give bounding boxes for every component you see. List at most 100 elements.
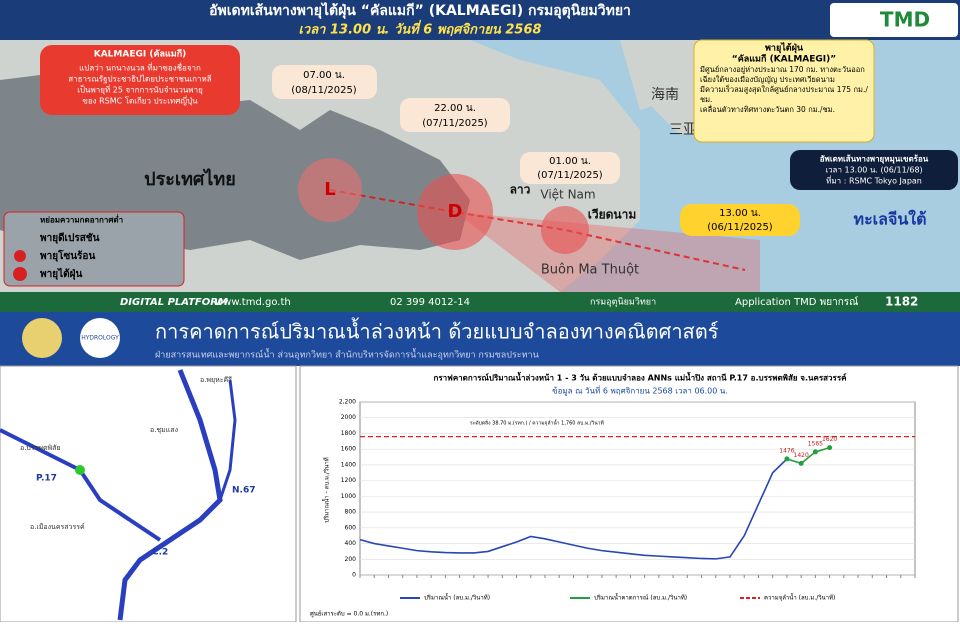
track-label-box: [680, 204, 800, 236]
bullet: เคลื่อนตัวทางทิศทางตะวันตก 30 กม./ชม.: [700, 105, 836, 114]
track-date: (07/11/2025): [422, 118, 488, 129]
legend-label: ความจุลำน้ำ (ลบ.ม./วินาที): [764, 592, 835, 602]
track-label-box: [520, 152, 620, 184]
series-line: [359, 458, 788, 560]
y-label: ปริมาณน้ำ - ลบ.ม./วินาที: [321, 457, 331, 522]
title-bar: [0, 0, 960, 40]
data-label: 1565: [808, 440, 823, 447]
bullet: มีศูนย์กลางอยู่ห่างประมาณ 170 กม. ทางตะว…: [700, 65, 865, 84]
footer-bar: [0, 292, 960, 312]
legend-item: พายุโซนร้อน: [40, 249, 95, 262]
track-time: 13.00 น.: [719, 208, 761, 219]
station-label: N.67: [232, 486, 255, 496]
place-label: อ.พยุหะคีรี: [200, 376, 232, 384]
place: 海南: [651, 87, 679, 103]
source-title: อัพเดทเส้นทางพายุหมุนเขตร้อน: [820, 154, 929, 165]
info-title: พายุไต้ฝุ่น: [765, 42, 804, 54]
y-tick-label: 800: [345, 509, 357, 516]
data-label: 1420: [794, 452, 809, 459]
y-tick-label: 2,200: [339, 399, 356, 406]
source-time: เวลา 13.00 น. (06/11/68): [825, 166, 922, 175]
track-label-box: [400, 98, 510, 132]
forecast-point: [812, 449, 818, 455]
track-time: 07.00 น.: [303, 70, 345, 81]
y-tick-label: 0: [352, 572, 356, 579]
chart-subtitle: ข้อมูล ณ วันที่ 6 พฤศจิกายน 2568 เวลา 06…: [552, 385, 728, 397]
symbol-D: D: [448, 201, 463, 222]
place: Việt Nam: [540, 188, 595, 202]
chart-title: กราฟคาดการณ์ปริมาณน้ำล่วงหน้า 1 - 3 วัน …: [434, 372, 847, 383]
footer-item: DIGITAL PLATFORM: [120, 297, 228, 308]
y-tick-label: 1800: [341, 430, 356, 437]
y-tick-label: 600: [345, 524, 357, 531]
forecast-point: [827, 445, 833, 451]
y-tick-label: 1200: [341, 477, 356, 484]
footer-item: 1182: [885, 295, 918, 309]
legend-label: ปริมาณน้ำคาดการณ์ (ลบ.ม./วินาที): [594, 592, 687, 602]
position-circle: [541, 206, 589, 254]
track-date: (06/11/2025): [707, 222, 773, 233]
legend-item: พายุไต้ฝุ่น: [40, 267, 82, 280]
place: เวียดนาม: [588, 208, 637, 222]
track-label-box: [272, 65, 377, 99]
flow-subtitle: ฝ่ายสารสนเทศและพยากรณ์น้ำ ส่วนอุทกวิทยา …: [155, 348, 539, 361]
subtitle: เวลา 13.00 น. วันที่ 6 พฤศจิกายน 2568: [298, 20, 541, 38]
name-line: ของ RSMC โตเกียว ประเทศญี่ปุ่น: [82, 95, 198, 106]
bullet: มีความเร็วลมสูงสุดใกล้ศูนย์กลางประมาณ 17…: [700, 85, 868, 104]
legend-title: หย่อมความกดอากาศต่ำ: [40, 214, 123, 225]
y-tick-label: 1000: [341, 493, 356, 500]
source-box: [790, 150, 958, 190]
forecast-point: [798, 460, 804, 466]
name-title: KALMAEGI (คัลแมกี): [94, 49, 187, 60]
data-label: 1620: [822, 436, 837, 443]
data-label: 1476: [779, 447, 794, 454]
place: Buôn Ma Thuột: [541, 263, 639, 278]
legend-box: [3, 211, 185, 287]
y-tick-label: 1600: [341, 446, 356, 453]
chart-panel: [299, 365, 959, 623]
footer-item: กรมอุตุนิยมวิทยา: [590, 297, 656, 308]
legend-label: ปริมาณน้ำ (ลบ.ม./วินาที): [424, 592, 490, 602]
logo: TMD: [880, 8, 930, 32]
source-src: ที่มา : RSMC Tokyo Japan: [826, 175, 922, 186]
place: ทะเลจีนใต้: [854, 210, 927, 229]
legend-icon: [14, 250, 26, 262]
place-label: อ.เมืองนครสวรรค์: [30, 523, 85, 531]
rid-logo: [22, 318, 62, 358]
position-circle: [298, 158, 362, 222]
station-label: C.2: [152, 548, 168, 558]
name-line: สาธารณรัฐประชาธิปไตยประชาชนเกาหลี: [68, 75, 211, 84]
info-box: [693, 39, 875, 143]
place-label: อ.ชุมแสง: [150, 426, 178, 434]
river: [218, 379, 237, 501]
river-map: [0, 365, 297, 623]
flow-title: การคาดการณ์ปริมาณน้ำล่วงหน้า ด้วยแบบจำลอ…: [155, 318, 719, 344]
logo-box: [830, 3, 958, 37]
uncertainty-cone: [455, 212, 760, 292]
zero-note: ศูนย์เสาระดับ = 0.0 ม.(รทก.): [310, 610, 388, 618]
info-bullets: มีศูนย์กลางอยู่ห่างประมาณ 170 กม. ทางตะว…: [700, 65, 870, 115]
y-tick-label: 2000: [341, 414, 356, 421]
storm-track: [329, 189, 746, 271]
name-line: แปลว่า นกนางนวล ที่มาของชื่อจาก: [79, 62, 201, 73]
legend-icon: [13, 267, 27, 281]
info-name: “คัลแมกี (KALMAEGI)”: [732, 54, 836, 65]
river: [117, 369, 223, 621]
symbol-L: L: [324, 179, 335, 200]
flow-header: [0, 312, 960, 366]
footer-item: www.tmd.go.th: [215, 297, 291, 308]
track-time: 22.00 น.: [434, 103, 476, 114]
name-box: [40, 45, 240, 115]
chart-note: ระดับตลิ่ง 38.70 ม.(รทก.) / ความจุลำน้ำ …: [470, 418, 604, 427]
place: ประเทศไทย: [144, 168, 236, 190]
hydro-logo: [80, 318, 120, 358]
position-circle: [417, 174, 493, 250]
station: [75, 465, 85, 475]
y-tick-label: 1400: [341, 461, 356, 468]
track-date: (08/11/2025): [291, 85, 357, 96]
footer-item: Application TMD พยากรณ์: [735, 296, 858, 308]
info-list: มีศูนย์กลางอยู่ห่างประมาณ 170 กม. ทางตะว…: [700, 65, 870, 115]
river: [0, 428, 162, 542]
